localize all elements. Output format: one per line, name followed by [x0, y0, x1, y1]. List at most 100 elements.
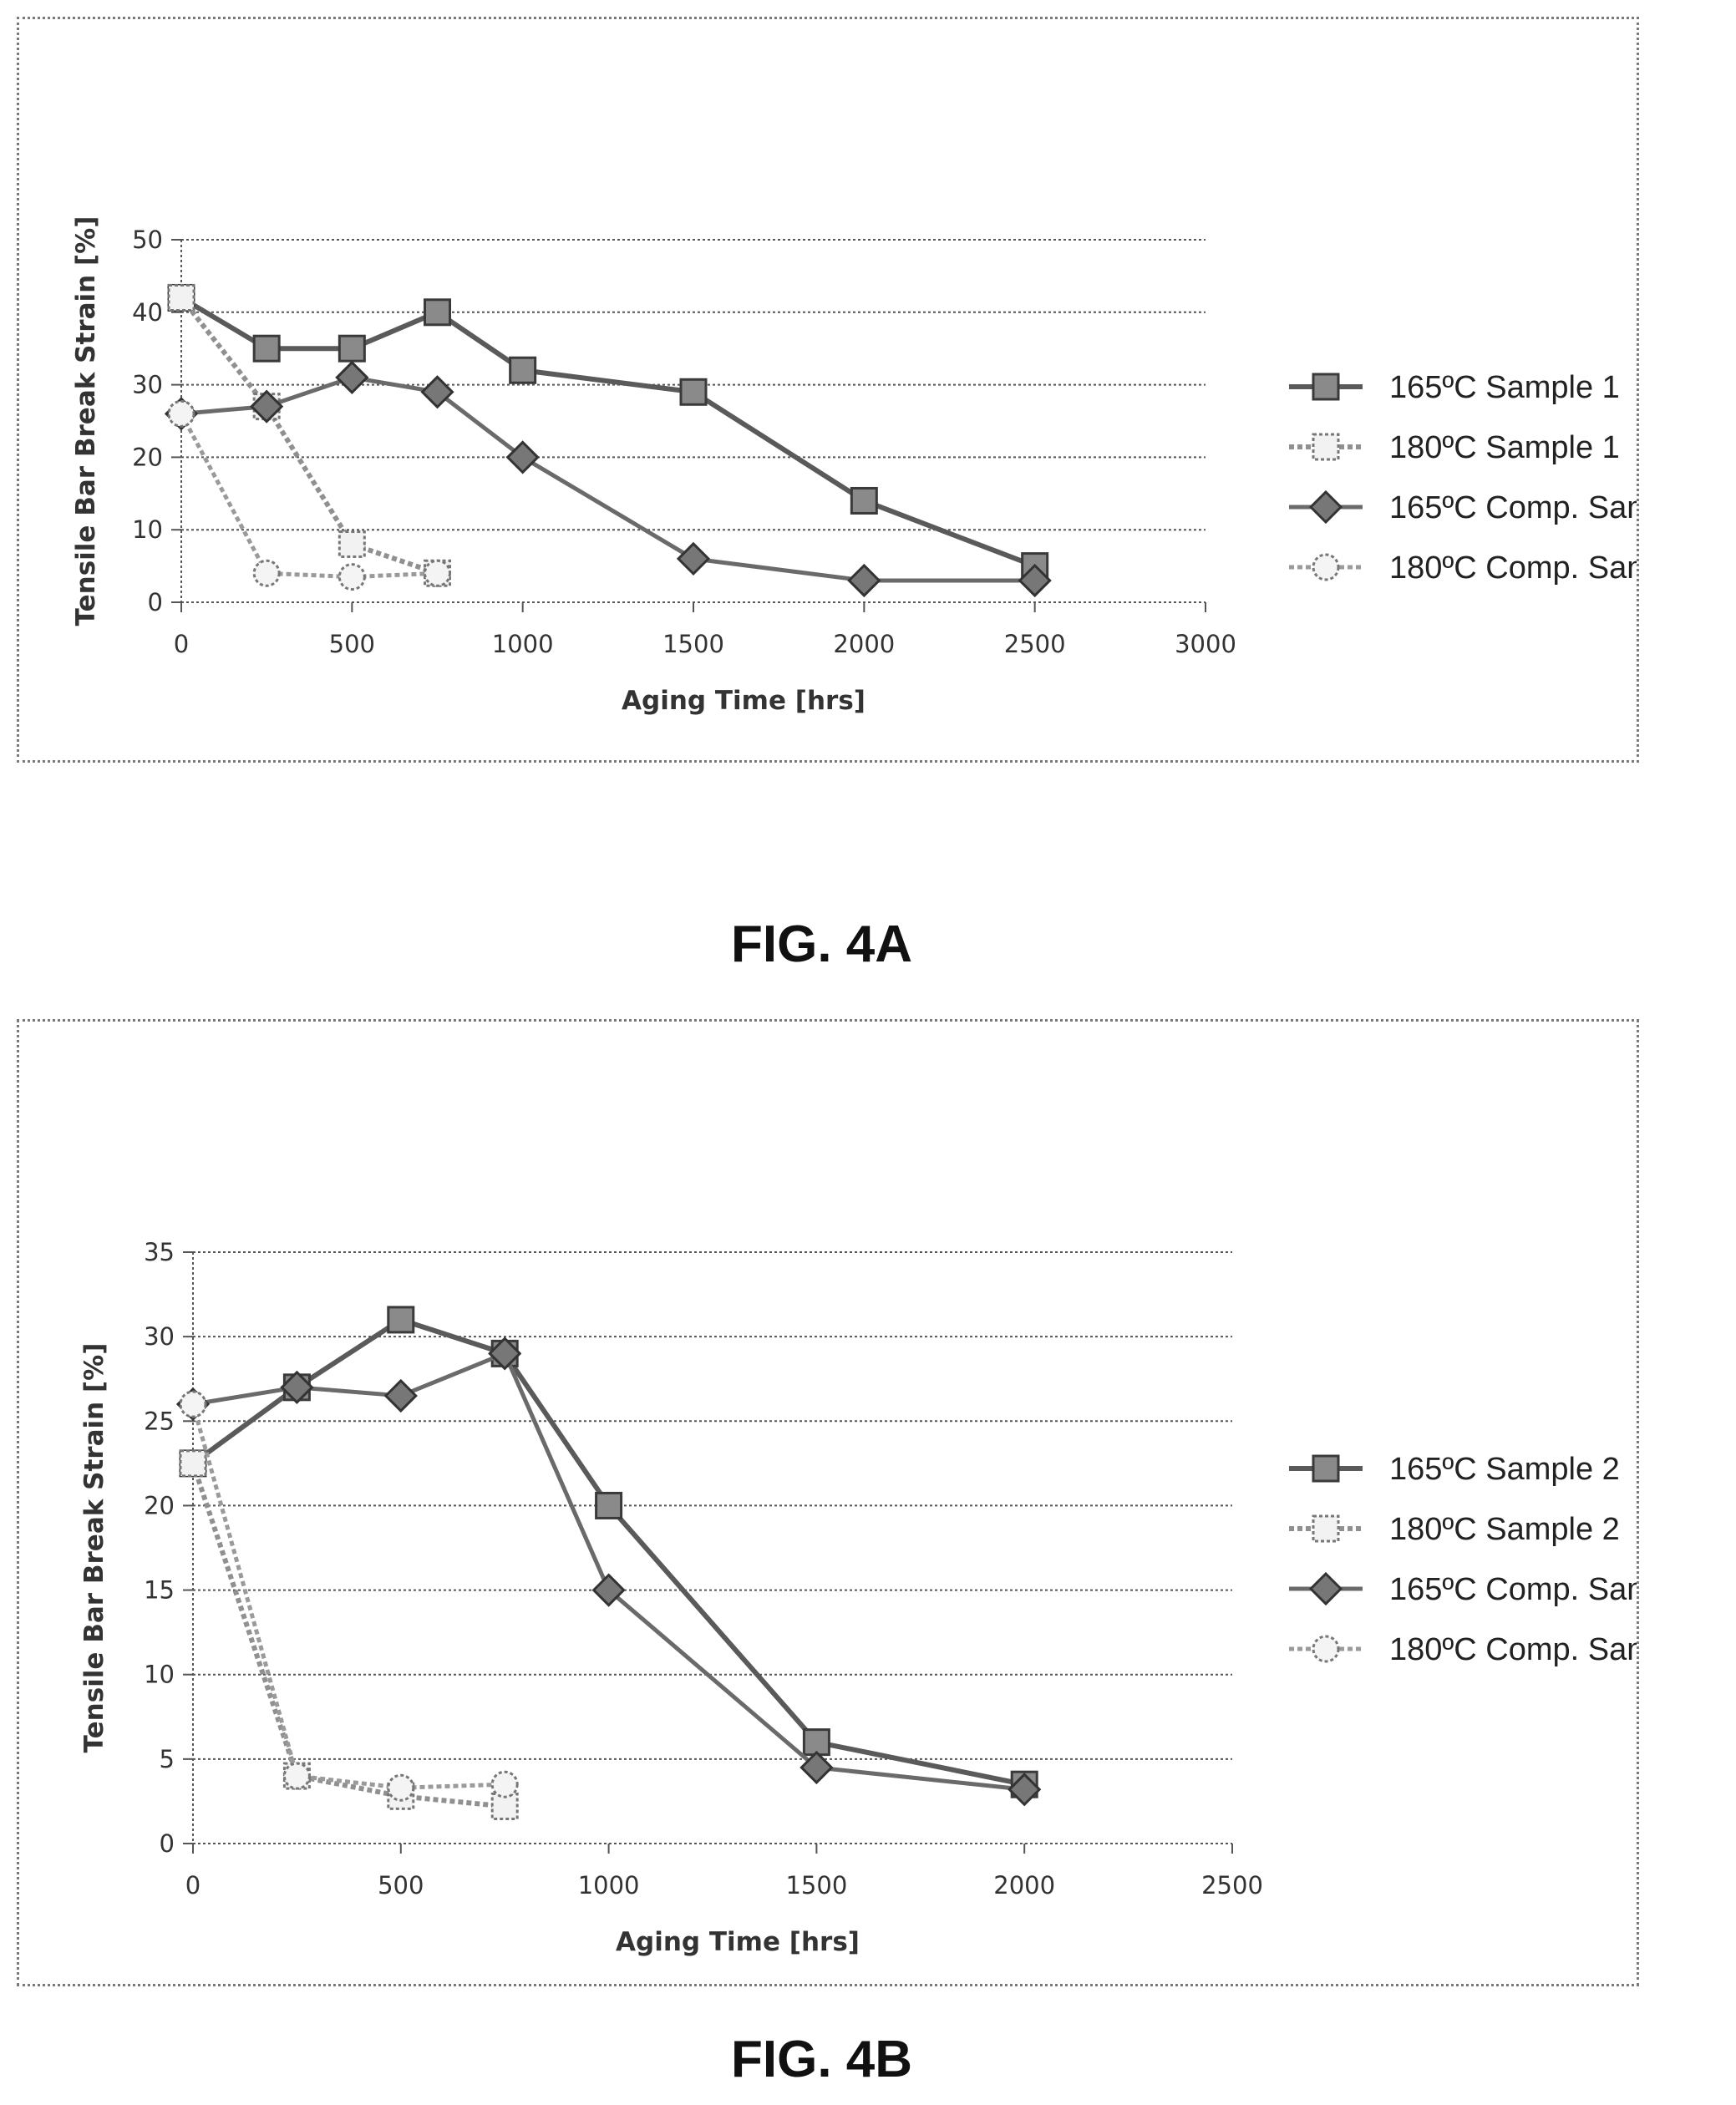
series-165c-comp-sample [164, 360, 1052, 598]
data-point [490, 1770, 519, 1798]
data-point [250, 389, 284, 424]
chart-b-y-axis-title: Tensile Bar Break Strain [%] [79, 1343, 109, 1753]
data-point [850, 486, 878, 515]
y-tick-label: 40 [132, 298, 163, 327]
legend-item-180c-sample-1: 180ºC Sample 1 [1289, 430, 1620, 465]
y-tick-label: 50 [132, 226, 163, 254]
x-tick-label: 1000 [578, 1871, 640, 1900]
y-tick-label: 20 [132, 443, 163, 471]
y-tick-label: 15 [144, 1576, 175, 1605]
series-180c-comp-sample [167, 399, 451, 591]
legend-marker [1312, 433, 1340, 461]
chart-b-legend: 165ºC Sample 2 180ºC Sample 2 165ºC Comp. … [1289, 1452, 1637, 1667]
legend-marker [1308, 489, 1343, 525]
data-point [679, 378, 708, 406]
legend-marker [1308, 1571, 1343, 1606]
chart-b-x-ticks: 0 500 1000 1500 2000 2500 [185, 1844, 1263, 1900]
legend-item-165c-sample-1: 165ºC Sample 1 [1289, 370, 1620, 405]
series-line [180, 295, 1036, 569]
x-tick-label: 2000 [993, 1871, 1055, 1900]
series-165c-sample-1 [167, 283, 1049, 581]
x-tick-label: 500 [329, 630, 375, 658]
chart-b-y-ticks: 0 5 10 15 20 25 30 35 [144, 1238, 193, 1858]
series-line [190, 1462, 505, 1809]
data-point [387, 1773, 415, 1802]
data-point [799, 1750, 834, 1785]
x-tick-label: 0 [185, 1871, 201, 1900]
data-point [591, 1573, 626, 1607]
series-line [192, 1351, 1025, 1792]
data-point [179, 1449, 207, 1478]
legend-item-180c-comp-sample: 180ºC Comp. Sample [1289, 1632, 1637, 1667]
series-line [179, 296, 439, 576]
data-point [179, 1390, 207, 1418]
chart-a-legend: 165ºC Sample 1 180ºC Sample 1 165ºC Comp. … [1289, 370, 1637, 586]
series-165c-comp-sample [175, 1337, 1042, 1807]
chart-b-x-axis-title: Aging Time [hrs] [616, 1927, 860, 1957]
data-point [167, 283, 195, 312]
x-tick-label: 3000 [1175, 630, 1236, 658]
legend-marker [1312, 1635, 1340, 1663]
data-point [847, 563, 881, 598]
y-tick-label: 35 [144, 1238, 175, 1266]
data-point [252, 334, 281, 363]
chart-4a-frame: 0 10 20 30 40 50 0 500 1000 1500 2000 2500 3000 Aging… [17, 17, 1639, 763]
data-point [252, 559, 281, 587]
data-point [167, 399, 195, 428]
series-line [180, 375, 1035, 583]
chart-4b: 0 5 10 15 20 25 30 35 0 500 1000 1500 2000 2500 Aging … [79, 1238, 1637, 1957]
legend-label: 165ºC Sample 2 [1389, 1452, 1620, 1487]
chart-4b-frame: 0 5 10 15 20 25 30 35 0 500 1000 1500 2000 2500 Aging … [17, 1019, 1639, 1986]
y-tick-label: 0 [160, 1829, 175, 1858]
legend-marker [1312, 1454, 1340, 1483]
x-tick-label: 2500 [1201, 1871, 1263, 1900]
legend-item-165c-comp-sample: 165ºC Comp. Sample [1289, 1571, 1637, 1607]
data-point [1018, 563, 1052, 598]
y-tick-label: 10 [132, 515, 163, 544]
y-tick-label: 30 [144, 1322, 175, 1351]
legend-label: 165ºC Sample 1 [1389, 370, 1620, 405]
x-tick-label: 0 [174, 630, 189, 658]
chart-a-y-ticks: 0 10 20 30 40 50 [132, 226, 181, 616]
legend-label: 165ºC Comp. Sample [1389, 490, 1637, 525]
figure-label-4a: FIG. 4A [731, 916, 913, 973]
legend-item-165c-comp-sample: 165ºC Comp. Sample [1289, 489, 1637, 525]
data-point [282, 1762, 311, 1790]
data-point [505, 440, 540, 474]
y-tick-label: 0 [148, 588, 163, 616]
legend-label: 180ºC Comp. Sample [1389, 1632, 1637, 1667]
chart-a-x-ticks: 0 500 1000 1500 2000 2500 3000 [174, 602, 1236, 658]
chart-b-gridlines [193, 1251, 1232, 1844]
legend-item-180c-comp-sample: 180ºC Comp. Sample [1289, 550, 1637, 586]
data-point [488, 1337, 522, 1371]
y-tick-label: 10 [144, 1661, 175, 1689]
legend-item-180c-sample-2: 180ºC Sample 2 [1289, 1512, 1620, 1547]
data-point [424, 298, 451, 327]
data-point [1008, 1773, 1042, 1807]
y-tick-label: 25 [144, 1407, 175, 1435]
x-tick-label: 1000 [492, 630, 554, 658]
legend-label: 180ºC Sample 1 [1389, 430, 1620, 465]
data-point [424, 559, 451, 587]
legend-item-165c-sample-2: 165ºC Sample 2 [1289, 1452, 1620, 1487]
legend-marker [1312, 553, 1340, 581]
x-tick-label: 1500 [662, 630, 724, 658]
figure-label-4b: FIG. 4B [731, 2031, 913, 2088]
y-tick-label: 5 [160, 1745, 175, 1773]
x-tick-label: 500 [378, 1871, 424, 1900]
series-180c-comp-sample [179, 1390, 519, 1802]
data-point [595, 1491, 623, 1519]
y-tick-label: 20 [144, 1491, 175, 1519]
data-point [387, 1306, 415, 1334]
legend-label: 180ºC Comp. Sample [1389, 550, 1637, 586]
data-point [676, 541, 711, 576]
data-point [420, 375, 454, 409]
series-165c-sample-2 [179, 1306, 1038, 1798]
x-tick-label: 2000 [833, 630, 895, 658]
data-point [338, 530, 366, 559]
x-tick-label: 1500 [785, 1871, 847, 1900]
legend-marker [1312, 1514, 1340, 1543]
chart-a-x-axis-title: Aging Time [hrs] [622, 686, 865, 716]
series-line [179, 413, 438, 580]
